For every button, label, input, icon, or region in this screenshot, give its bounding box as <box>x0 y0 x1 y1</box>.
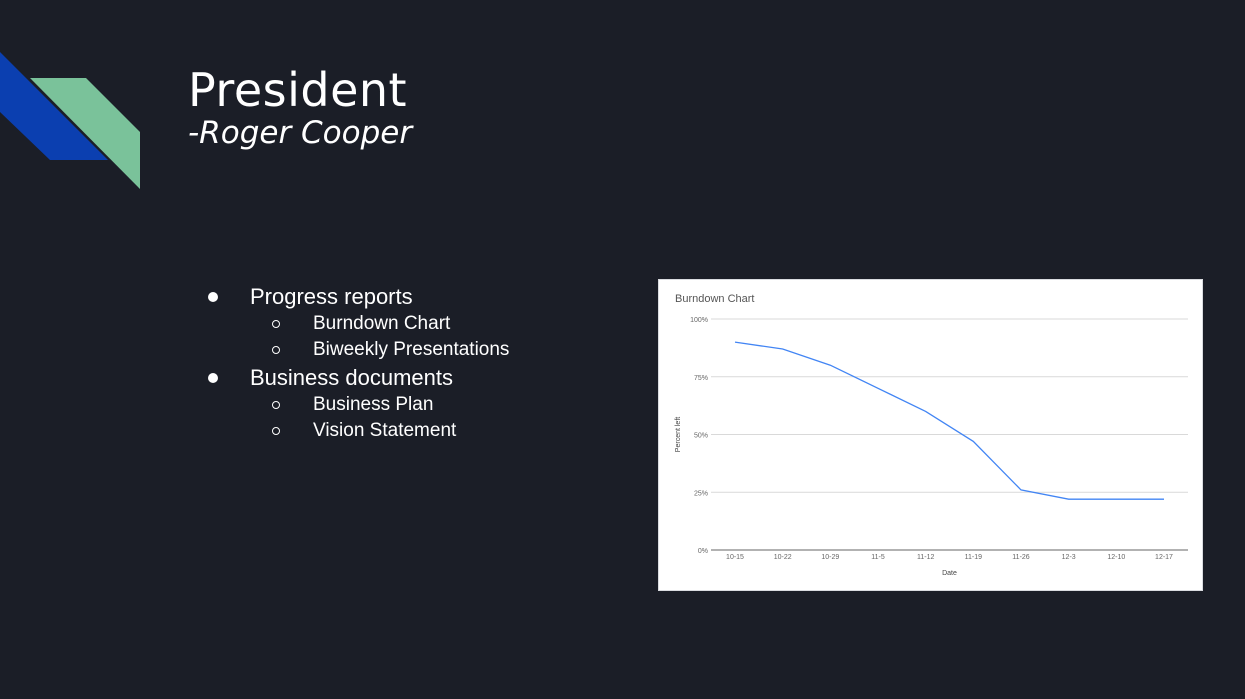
sub-bullet-label: Vision Statement <box>313 420 457 441</box>
x-axis-label: Date <box>942 570 957 577</box>
chart-plot: 0% 25% 50% 75% 100% 10-15 10-22 10-29 11-5 11-12 1… <box>675 317 1188 577</box>
chart-title: Burndown Chart <box>675 293 755 305</box>
bullet-label: Progress reports <box>250 284 413 309</box>
corner-decoration <box>0 52 140 189</box>
x-tick-label: 10-15 <box>726 554 744 561</box>
bullet-ring-icon <box>272 346 280 354</box>
x-tick-label: 12-3 <box>1062 554 1076 561</box>
x-tick-label: 11-5 <box>871 554 885 561</box>
x-tick-label: 10-29 <box>821 554 839 561</box>
slide-subtitle: -Roger Cooper <box>188 115 413 151</box>
sub-bullet-label: Biweekly Presentations <box>313 339 510 360</box>
x-tick-label: 12-10 <box>1107 554 1125 561</box>
sub-bullet-vision-statement: Vision Statement <box>200 418 509 444</box>
x-tick-label: 11-12 <box>917 554 934 561</box>
bullet-dot-icon <box>208 292 218 302</box>
x-tick-label: 12-17 <box>1155 554 1173 561</box>
x-tick-label: 10-22 <box>774 554 792 561</box>
sub-bullet-label: Burndown Chart <box>313 313 451 334</box>
bullet-item-progress-reports: Progress reports <box>200 282 509 311</box>
bullet-dot-icon <box>208 373 218 383</box>
y-tick-label: 0% <box>698 548 708 555</box>
bullet-label: Business documents <box>250 365 453 390</box>
sub-bullet-burndown-chart: Burndown Chart <box>200 311 509 337</box>
y-tick-label: 25% <box>694 490 708 497</box>
y-tick-label: 75% <box>694 375 708 382</box>
bullet-ring-icon <box>272 320 280 328</box>
bullet-ring-icon <box>272 401 280 409</box>
burndown-chart: Burndown Chart 0% 25% 50% 75% 100% 10-15 10-22… <box>658 279 1203 591</box>
blue-stripe-shape <box>0 52 108 160</box>
x-tick-label: 11-26 <box>1012 554 1029 561</box>
series-line <box>734 341 1164 500</box>
y-tick-label: 100% <box>690 317 708 324</box>
x-tick-label: 11-19 <box>965 554 982 561</box>
slide-title: President <box>188 63 408 117</box>
y-axis-label: Percent left <box>675 417 682 452</box>
sub-bullet-label: Business Plan <box>313 394 434 415</box>
green-stripe-shape <box>30 78 140 189</box>
sub-bullet-business-plan: Business Plan <box>200 392 509 418</box>
y-tick-label: 50% <box>694 433 708 440</box>
sub-bullet-biweekly-presentations: Biweekly Presentations <box>200 337 509 363</box>
bullet-ring-icon <box>272 427 280 435</box>
bullet-item-business-documents: Business documents <box>200 363 509 392</box>
bullet-list: Progress reports Burndown Chart Biweekly… <box>200 282 509 444</box>
